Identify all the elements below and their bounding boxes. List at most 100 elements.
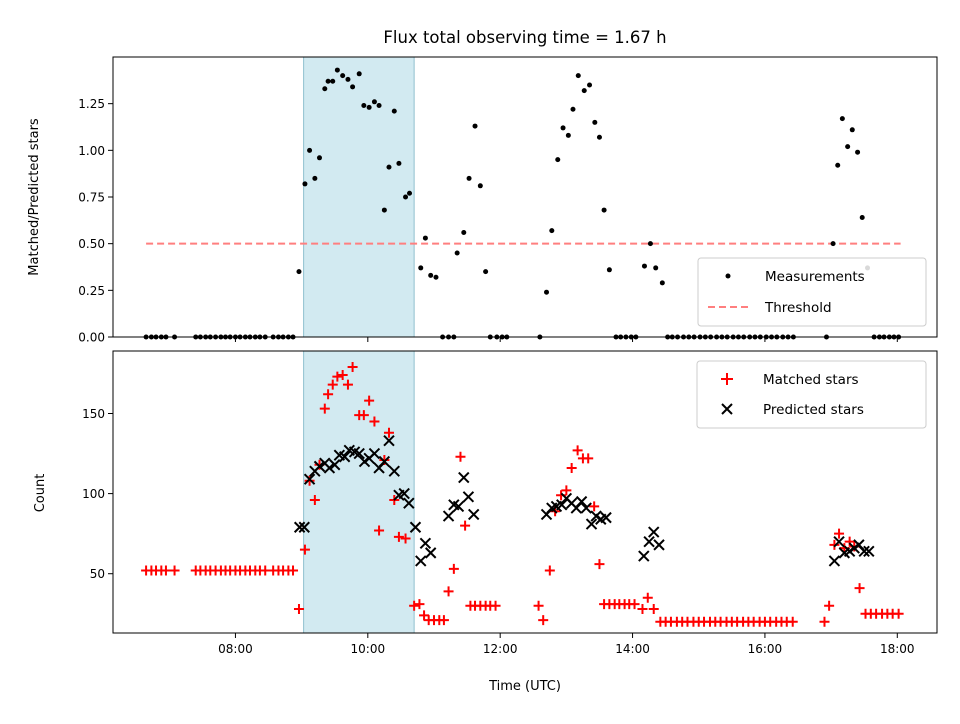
- measurement-point: [653, 265, 659, 271]
- predicted-star-point: [600, 511, 612, 524]
- bottom-y-tick-label: 150: [82, 407, 105, 421]
- predicted-star-point: [467, 508, 480, 521]
- matched-star-point: [544, 565, 555, 576]
- measurement-point: [302, 181, 308, 187]
- x-axis-label: Time (UTC): [488, 679, 561, 694]
- measurement-point: [601, 207, 607, 213]
- predicted-star-point: [329, 459, 341, 471]
- matched-star-point: [637, 603, 648, 614]
- measurement-point: [322, 86, 328, 92]
- measurement-point: [361, 103, 367, 109]
- x-tick-label: 16:00: [748, 642, 783, 656]
- measurement-point: [472, 123, 478, 129]
- top-panel: 0.00 0.25 0.50 0.75 1.00 1.25 Matched/Predict…: [27, 56, 938, 345]
- predicted-star-point: [323, 462, 336, 474]
- bottom-plot-frame: [112, 350, 938, 634]
- legend-measurements-label: Measurements: [765, 269, 865, 285]
- measurement-point: [641, 263, 647, 269]
- matched-star-point: [293, 603, 304, 614]
- x-tick-label: 12:00: [483, 642, 518, 656]
- matched-star-point: [400, 533, 411, 544]
- matched-star-point: [393, 531, 404, 542]
- measurement-point: [454, 250, 460, 256]
- chart-title: Flux total observing time = 1.67 h: [383, 28, 666, 47]
- measurement-point: [466, 175, 472, 181]
- measurement-point: [549, 228, 555, 234]
- predicted-star-point: [293, 521, 306, 533]
- measurement-point: [596, 134, 602, 140]
- matched-star-point: [594, 559, 605, 570]
- matched-star-point: [342, 379, 353, 390]
- predicted-star-point: [403, 497, 415, 509]
- top-y-tick-label: 0.00: [78, 331, 105, 345]
- measurement-point: [330, 78, 336, 84]
- measurement-point: [647, 241, 653, 247]
- matched-star-point: [538, 615, 549, 626]
- matched-star-point: [409, 600, 420, 611]
- measurement-point: [544, 289, 550, 295]
- predicted-star-point: [303, 473, 316, 485]
- matched-star-point: [533, 600, 544, 611]
- matched-star-point: [490, 600, 501, 611]
- measurement-point: [312, 175, 318, 181]
- top-y-tick-label: 1.00: [78, 144, 105, 158]
- predicted-star-point: [648, 526, 660, 538]
- measurement-point: [381, 207, 387, 213]
- matched-star-point: [323, 389, 334, 400]
- measurement-point: [316, 155, 322, 161]
- matched-star-point: [642, 592, 653, 603]
- matched-star-point: [819, 616, 830, 627]
- measurement-point: [366, 104, 372, 110]
- measurement-point: [396, 160, 402, 166]
- matched-star-point: [169, 565, 180, 576]
- predicted-star-point: [298, 521, 310, 533]
- measurement-point: [592, 119, 598, 125]
- predicted-star-point: [452, 500, 465, 513]
- matched-star-point: [787, 616, 798, 627]
- matched-star-point: [460, 520, 471, 531]
- top-y-tick-label: 0.75: [78, 191, 105, 205]
- measurement-point: [570, 106, 576, 112]
- x-tick-label: 10:00: [351, 642, 386, 656]
- matched-star-point: [854, 583, 865, 594]
- matched-star-point: [893, 608, 904, 619]
- matched-star-point: [589, 501, 600, 512]
- predicted-star-point: [368, 447, 381, 460]
- measurement-point: [830, 241, 836, 247]
- predicted-star-point: [638, 550, 650, 562]
- bottom-legend-box: [696, 360, 927, 429]
- top-y-tick-label: 1.25: [78, 97, 105, 111]
- measurement-point: [659, 280, 665, 286]
- measurement-point: [386, 164, 392, 170]
- predicted-star-point: [398, 487, 410, 500]
- matched-star-point: [309, 495, 320, 506]
- measurement-point: [859, 215, 865, 221]
- matched-star-point: [304, 475, 315, 486]
- matched-star-point: [299, 544, 310, 555]
- x-tick-label: 14:00: [615, 642, 650, 656]
- x-tick-label: 18:00: [880, 642, 915, 656]
- bottom-y-tick-label: 100: [82, 487, 105, 501]
- matched-star-point: [629, 599, 640, 610]
- measurement-point: [606, 267, 612, 273]
- measurement-point: [356, 71, 362, 77]
- predicted-star-point: [353, 447, 365, 460]
- legend-measurement-marker: [725, 273, 731, 279]
- matched-star-point: [327, 379, 338, 390]
- matched-star-point: [829, 539, 840, 550]
- measurement-point: [376, 103, 382, 109]
- matched-star-point: [288, 565, 299, 576]
- legend-matched-marker: [721, 373, 733, 385]
- matched-star-point: [648, 603, 659, 614]
- matched-star-point: [566, 462, 577, 473]
- matched-star-point: [583, 453, 594, 464]
- measurement-point: [461, 229, 467, 235]
- predicted-star-point: [863, 545, 875, 557]
- predicted-star-point: [409, 521, 422, 533]
- matched-star-point: [319, 403, 330, 414]
- top-y-axis-label: Matched/Predicted stars: [27, 118, 42, 276]
- predicted-star-point: [585, 518, 598, 530]
- matched-star-point: [844, 536, 855, 547]
- measurement-point: [839, 116, 845, 122]
